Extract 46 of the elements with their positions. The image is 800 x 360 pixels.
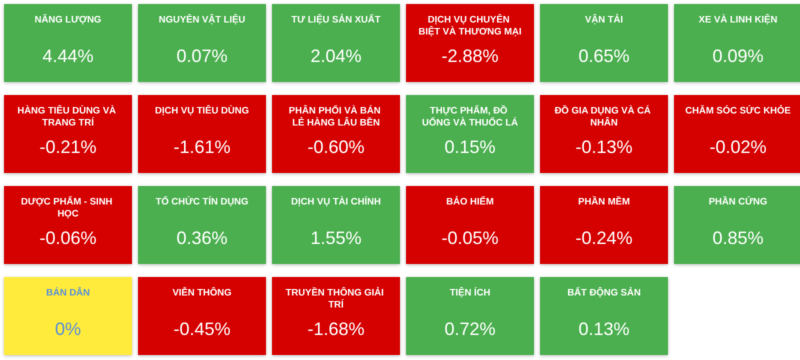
data-label: -1.68% <box>307 319 365 339</box>
data-label: -0.02% <box>709 137 767 157</box>
category-label: DỊCH VỤ TÀI CHÍNH <box>291 196 381 208</box>
category-label: TỔ CHỨC TÍN DỤNG <box>156 196 248 208</box>
data-label: 0.07% <box>176 46 228 66</box>
category-label: TƯ LIỆU SẢN XUẤT <box>291 14 381 26</box>
category-label: TIỆN ÍCH <box>450 286 490 298</box>
category-label: BẢO HIỂM <box>446 196 494 208</box>
data-label: 0.15% <box>444 137 496 157</box>
category-label: XE VÀ LINH KIỆN <box>698 14 778 26</box>
data-label: -1.61% <box>173 137 231 157</box>
category-label: BÁN DẪN <box>46 286 90 298</box>
category-label: DỊCH VỤ TIÊU DÙNG <box>155 104 249 116</box>
data-label: 0% <box>54 319 82 339</box>
data-label: 1.55% <box>310 228 362 248</box>
data-label: 2.04% <box>310 46 362 66</box>
data-label: -0.45% <box>173 319 231 339</box>
data-label: 4.44% <box>42 46 94 66</box>
category-label: PHẦN CỨNG <box>708 196 768 208</box>
data-label: -0.24% <box>575 228 633 248</box>
data-label: -0.21% <box>39 137 97 157</box>
category-label: NGUYÊN VẬT LIỆU <box>158 14 246 26</box>
category-label: VIỄN THÔNG <box>172 286 232 298</box>
data-label: 0.72% <box>444 319 496 339</box>
data-label: 0.09% <box>712 46 764 66</box>
category-label: HÀNG TIÊU DÙNG VÀ TRANG TRÍ <box>17 104 119 128</box>
category-label: DỊCH VỤ CHUYÊN BIỆT VÀ THƯƠNG MẠI <box>418 14 522 38</box>
category-label: PHÂN PHỐI VÀ BÁN LẺ HÀNG LÂU BỀN <box>288 104 384 128</box>
category-label: TRUYỀN THÔNG GIẢI TRÍ <box>286 286 386 310</box>
data-label: -2.88% <box>441 46 499 66</box>
category-label: BẤT ĐỘNG SẢN <box>567 286 641 298</box>
data-label: -0.60% <box>307 137 365 157</box>
category-label: PHẦN MỀM <box>578 196 630 208</box>
category-label: THỰC PHẨM, ĐỒ UỐNG VÀ THUỐC LÁ <box>422 104 518 128</box>
category-label: NĂNG LƯỢNG <box>34 14 102 26</box>
data-label: 0.85% <box>712 228 764 248</box>
data-label: 0.36% <box>176 228 228 248</box>
data-label: 0.13% <box>578 319 630 339</box>
data-label: -0.13% <box>575 137 633 157</box>
category-label: DƯỢC PHẨM - SINH HỌC <box>20 196 116 220</box>
category-label: VẬN TẢI <box>585 14 623 26</box>
data-label: 0.65% <box>578 46 630 66</box>
data-label: -0.05% <box>441 228 499 248</box>
category-label: CHĂM SÓC SỨC KHỎE <box>685 104 791 116</box>
category-label: ĐỒ GIA DỤNG VÀ CÁ NHÂN <box>554 104 654 128</box>
data-label: -0.06% <box>39 228 97 248</box>
